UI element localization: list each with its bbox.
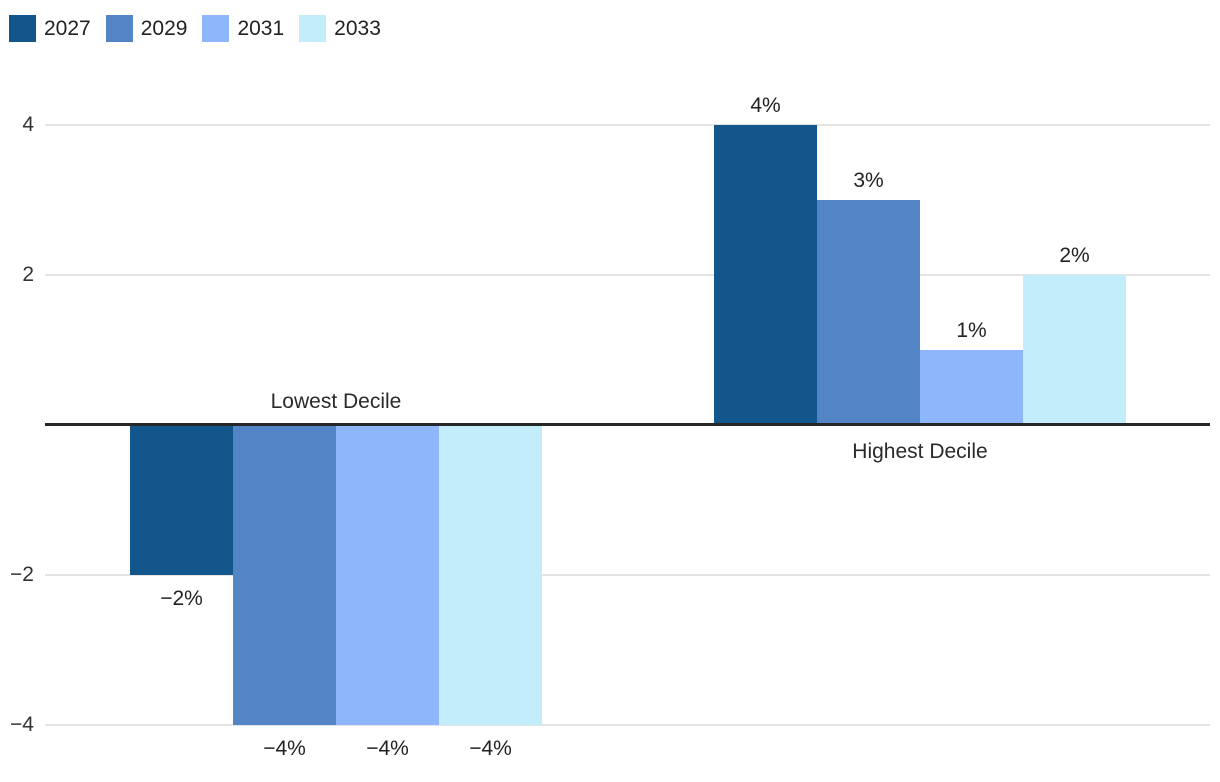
bar-2027-lowest-decile — [130, 425, 233, 575]
gridline — [45, 574, 1210, 576]
gridline — [45, 124, 1210, 126]
bar-2029-highest-decile — [817, 200, 920, 425]
bar-value-label: −4% — [469, 737, 512, 760]
gridline — [45, 724, 1210, 726]
legend-swatch-icon — [299, 15, 327, 42]
category-label: Lowest Decile — [270, 390, 402, 413]
legend-swatch-icon — [105, 15, 133, 42]
legend-label: 2027 — [44, 17, 91, 40]
category-label: Highest Decile — [852, 440, 988, 463]
legend-item-2027: 2027 — [9, 15, 91, 42]
legend-item-2031: 2031 — [202, 15, 284, 42]
legend-label: 2033 — [334, 17, 381, 40]
gridline — [45, 274, 1210, 276]
bar-value-label: −2% — [160, 587, 203, 610]
bar-2027-highest-decile — [714, 125, 817, 425]
y-axis-tick-label: −2 — [10, 563, 34, 586]
bar-value-label: 4% — [750, 94, 781, 117]
bar-value-label: 3% — [853, 169, 884, 192]
bar-2029-lowest-decile — [233, 425, 336, 725]
y-axis-tick-label: 2 — [22, 263, 34, 286]
legend-label: 2029 — [140, 17, 188, 40]
bar-value-label: 2% — [1059, 244, 1090, 267]
bar-value-label: 1% — [956, 319, 987, 342]
legend-item-2029: 2029 — [105, 15, 188, 42]
legend-label: 2031 — [237, 17, 285, 40]
bar-value-label: −4% — [263, 737, 306, 760]
bar-2031-lowest-decile — [336, 425, 439, 725]
bar-2033-highest-decile — [1023, 275, 1126, 425]
legend-item-2033: 2033 — [299, 15, 381, 42]
y-axis-tick-label: 4 — [22, 113, 34, 136]
bar-2031-highest-decile — [920, 350, 1023, 425]
legend-swatch-icon — [202, 15, 230, 42]
y-axis-tick-label: −4 — [10, 713, 34, 736]
zero-baseline — [45, 423, 1210, 426]
legend: 2027 2029 2031 2033 — [9, 15, 381, 42]
bar-2033-lowest-decile — [439, 425, 542, 725]
bar-value-label: −4% — [366, 737, 409, 760]
legend-swatch-icon — [9, 15, 36, 42]
